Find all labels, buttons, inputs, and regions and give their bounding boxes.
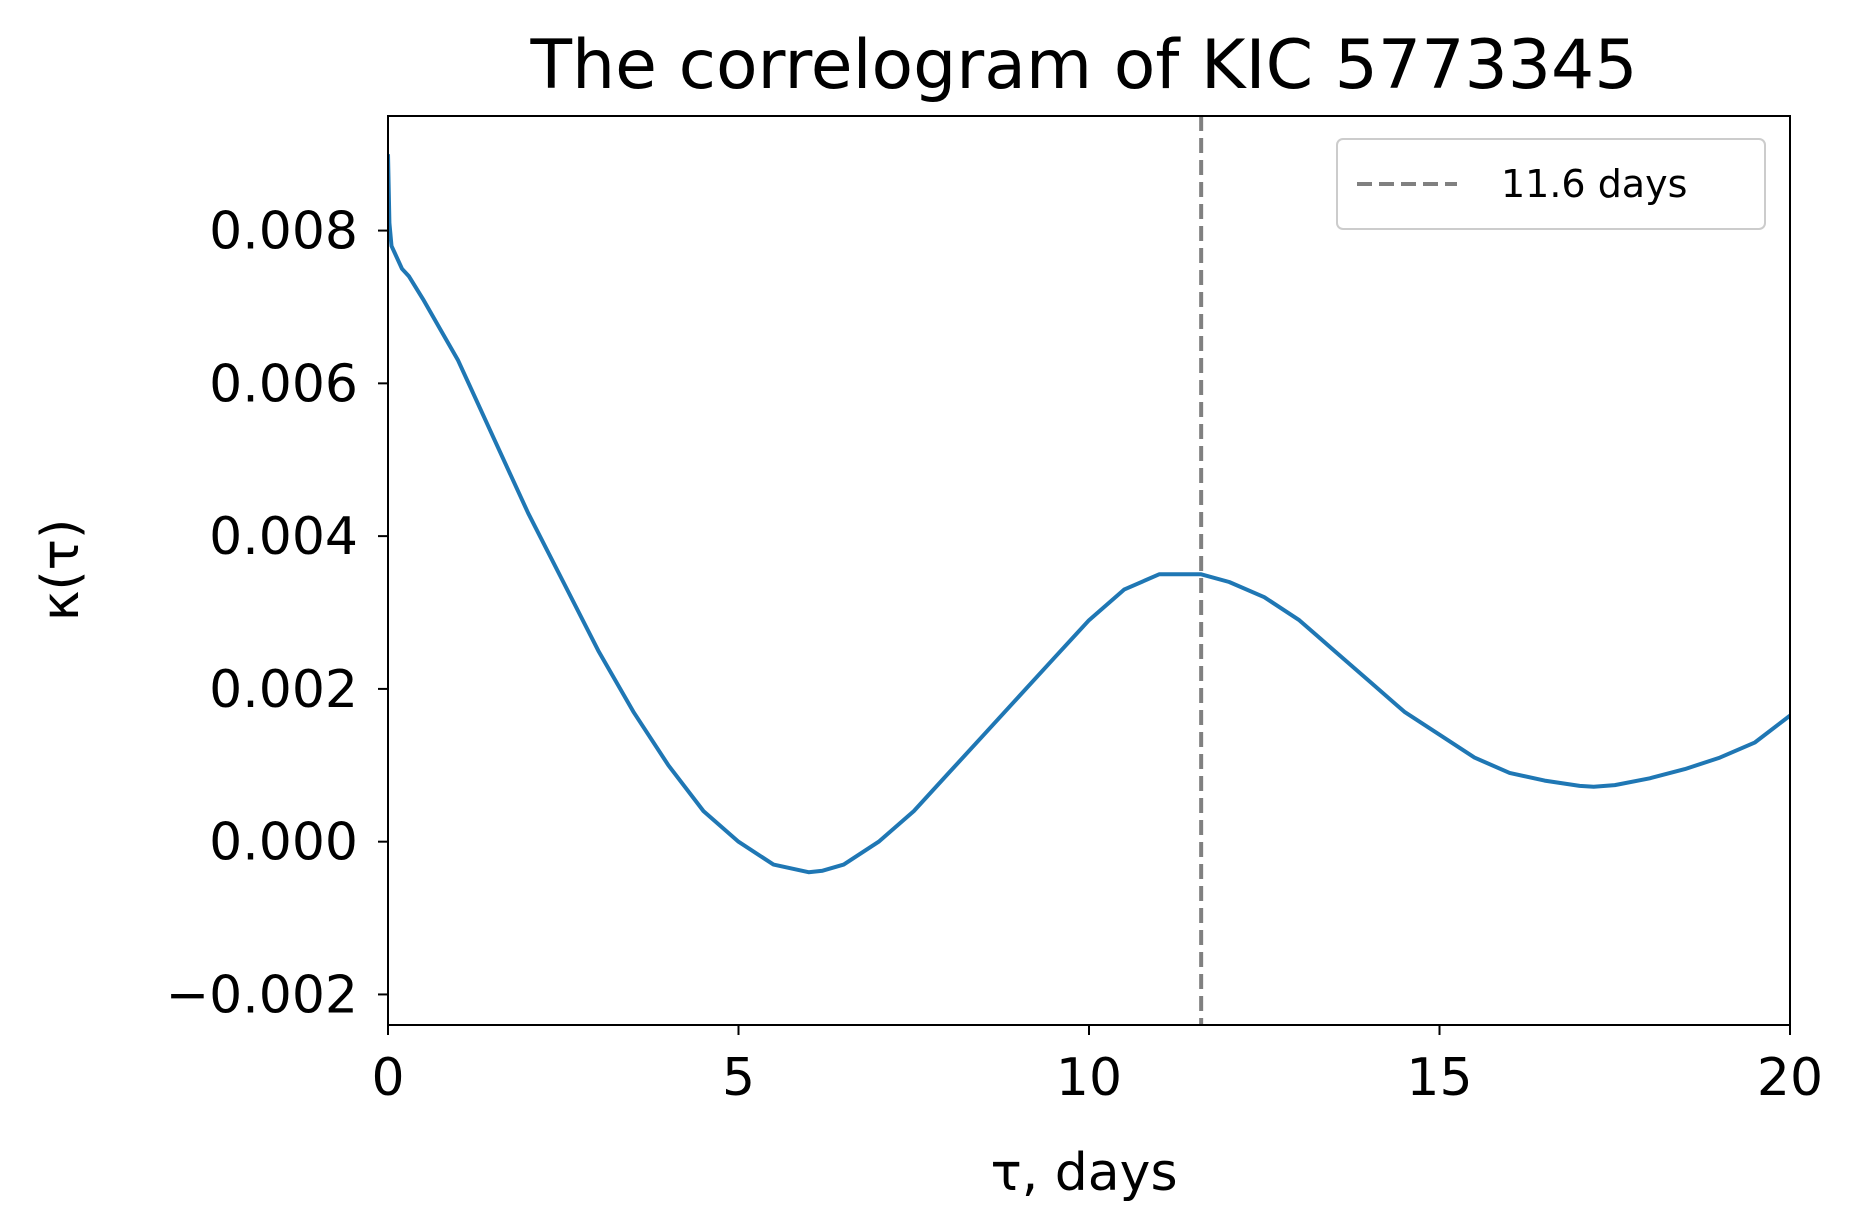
legend-box xyxy=(1336,138,1766,230)
y-axis-label: κ(τ) xyxy=(31,519,91,622)
x-tick-label: 10 xyxy=(1056,1048,1122,1108)
y-tick-label: 0.004 xyxy=(209,507,358,567)
y-tick-label: 0.000 xyxy=(209,813,358,873)
legend-label: 11.6 days xyxy=(1501,162,1687,206)
y-tick-label: 0.008 xyxy=(209,202,358,262)
x-axis-label: τ, days xyxy=(990,1143,1177,1203)
x-tick-label: 0 xyxy=(371,1048,404,1108)
x-tick-label: 15 xyxy=(1406,1048,1472,1108)
x-tick-label: 5 xyxy=(722,1048,755,1108)
plot-area: 0 5 10 15 20 −0.002 0.000 0.002 0.004 0.006 0.008 1… xyxy=(166,115,1823,1108)
series-line-0 xyxy=(388,154,1790,875)
chart-title: The correlogram of KIC 5773345 xyxy=(529,26,1637,105)
x-tick-label: 20 xyxy=(1757,1048,1823,1108)
y-tick-label: 0.002 xyxy=(209,660,358,720)
y-tick-label: −0.002 xyxy=(166,965,358,1025)
axes-frame xyxy=(387,115,1791,1026)
y-tick-label: 0.006 xyxy=(209,354,358,414)
